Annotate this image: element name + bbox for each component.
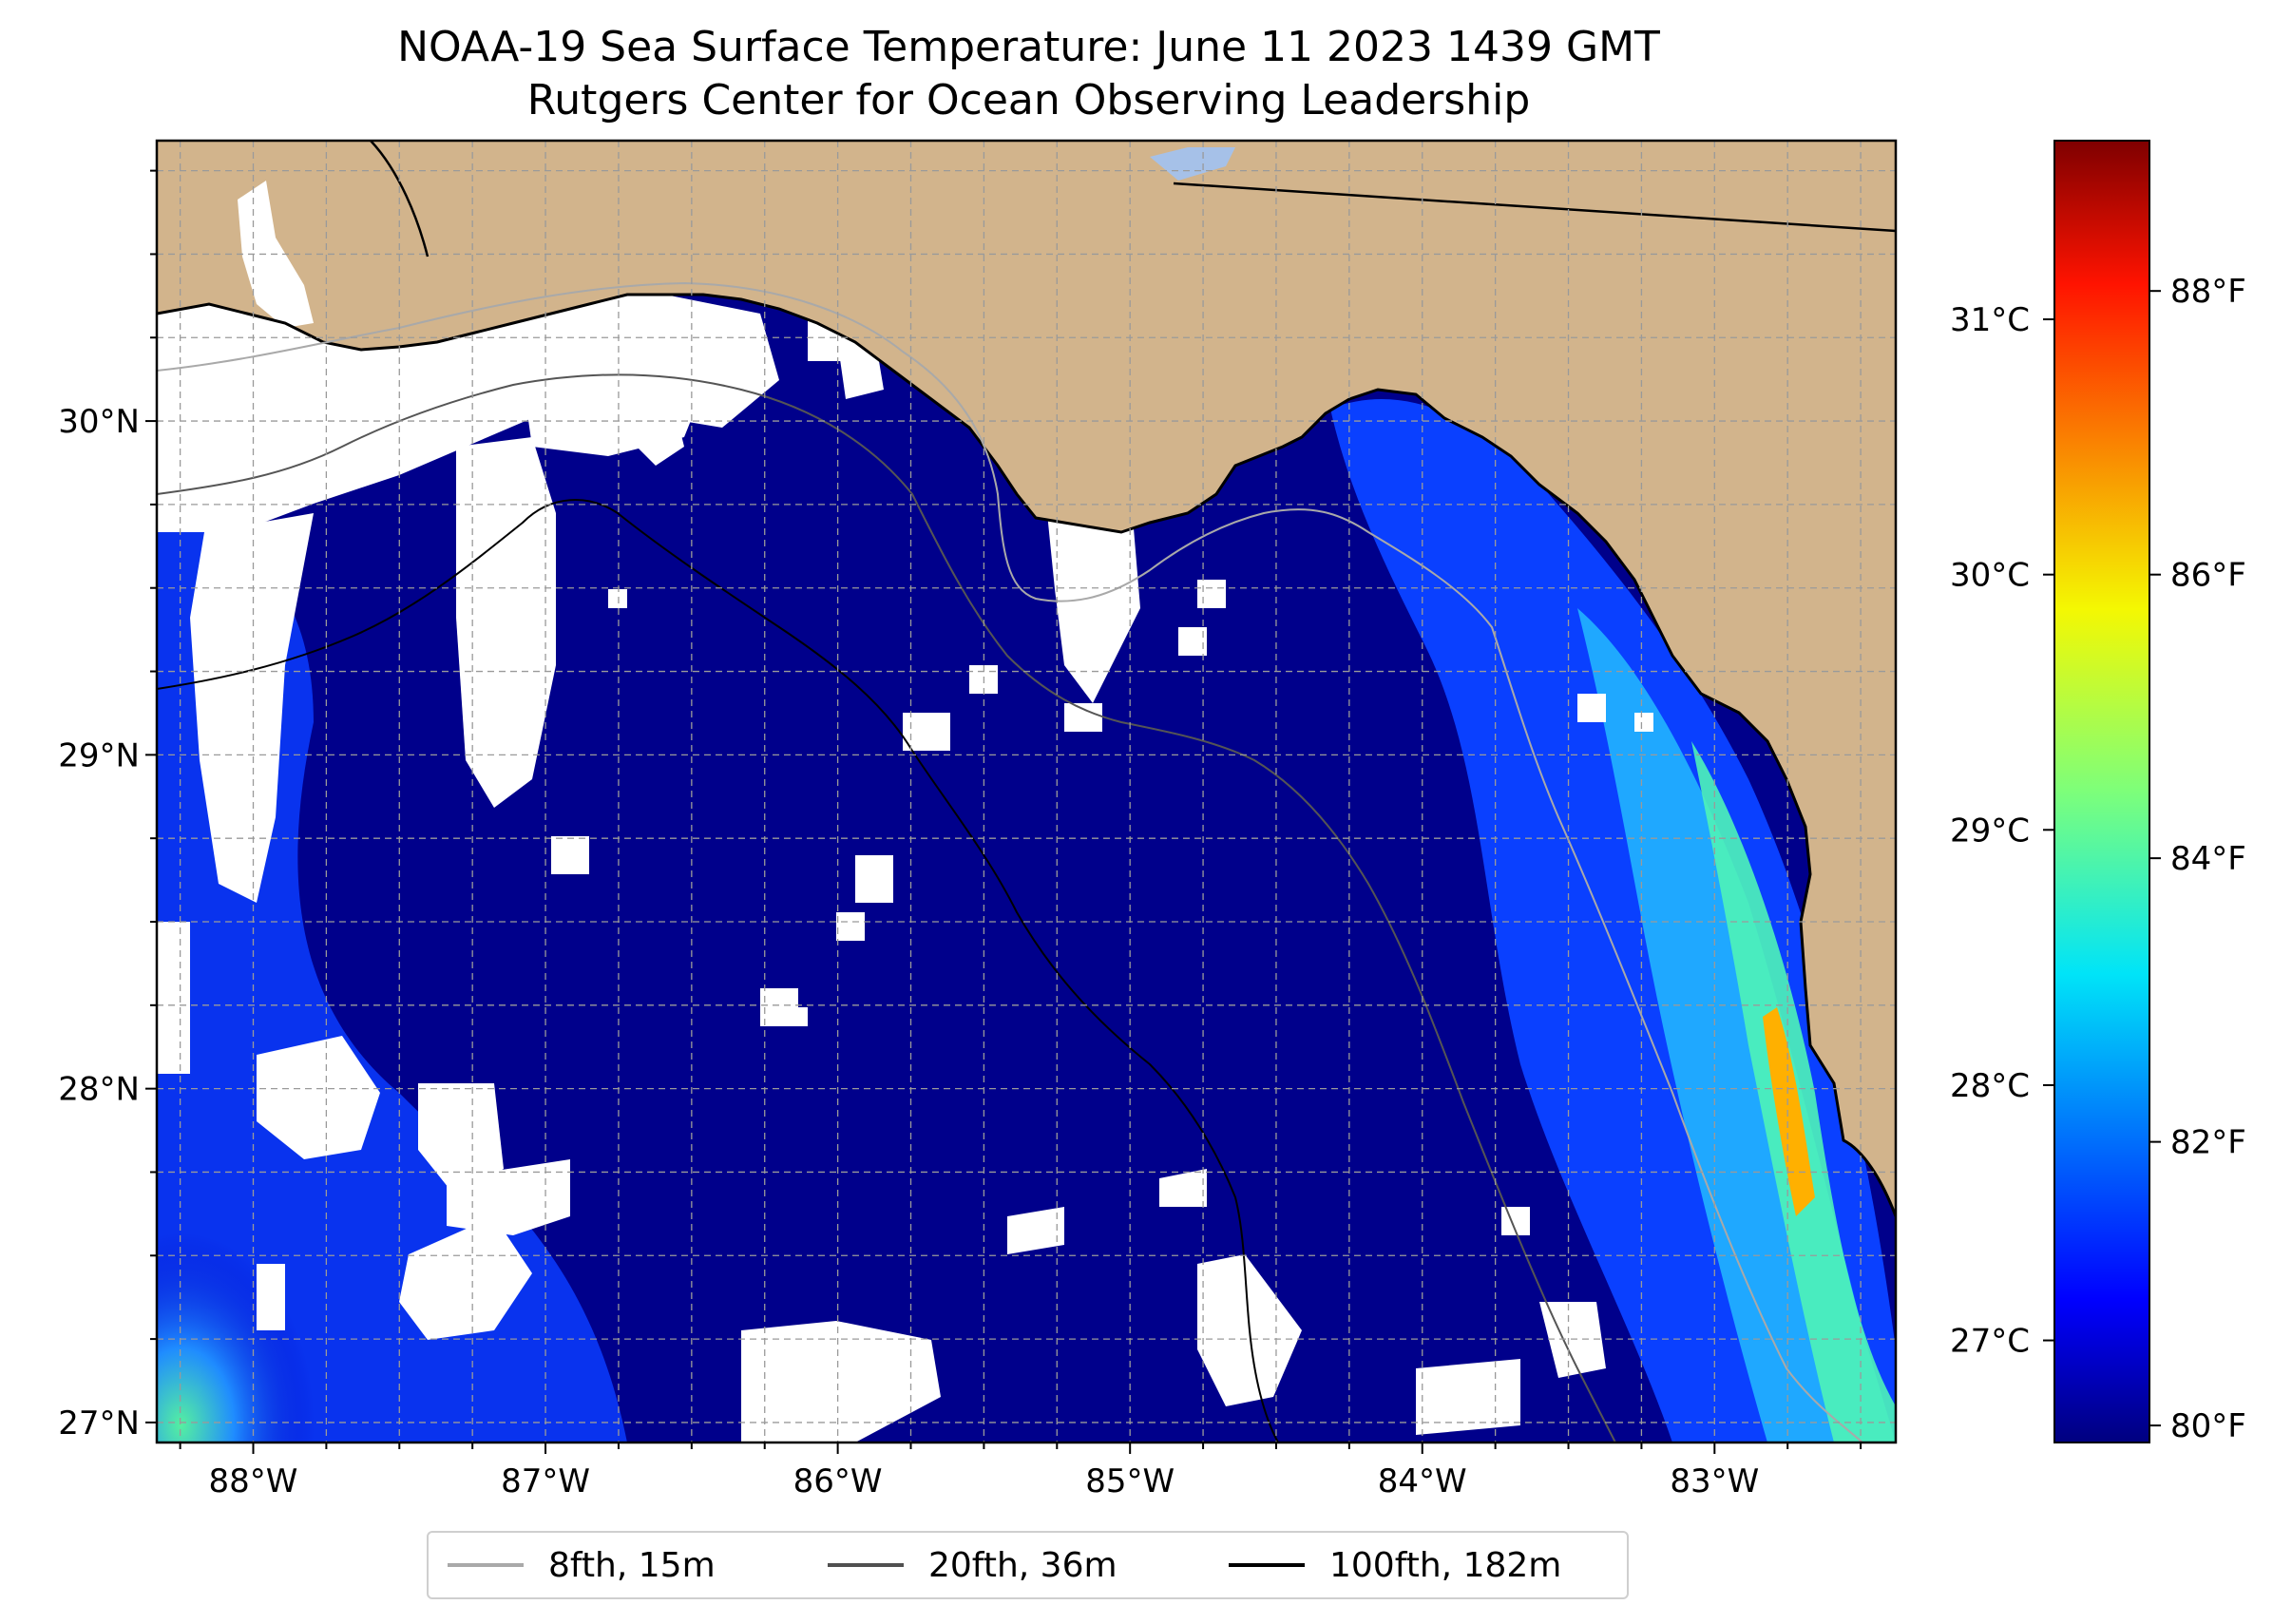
fahrenheit-tick-label: 86°F — [2170, 557, 2246, 595]
map-frame — [155, 139, 1898, 1444]
fahrenheit-tick-label: 88°F — [2170, 273, 2246, 311]
map-axis-ticks: 88°W 87°W 86°W 85°W 84°W 83°W 27°N 28°N 29°N 30°N — [58, 169, 1862, 1500]
lat-tick-label: 27°N — [58, 1404, 140, 1442]
lon-tick-label: 87°W — [501, 1462, 590, 1500]
legend-label: 8fth, 15m — [548, 1545, 716, 1585]
fahrenheit-tick-label: 84°F — [2170, 840, 2246, 878]
celsius-tick-label: 28°C — [1950, 1067, 2030, 1105]
colorbar-ticks: 27°C 28°C 29°C 30°C 31°C 80°F 82°F 84°F 86°F 88°F — [1950, 273, 2246, 1445]
celsius-tick-label: 29°C — [1950, 812, 2030, 850]
lon-tick-label: 84°W — [1378, 1462, 1467, 1500]
legend-swatch — [828, 1563, 904, 1567]
celsius-tick-label: 27°C — [1950, 1323, 2030, 1361]
fahrenheit-tick-label: 80°F — [2170, 1407, 2246, 1445]
lat-tick-label: 29°N — [58, 736, 140, 774]
cloud-masks — [157, 266, 1653, 1442]
isobath-100fth — [157, 499, 1279, 1442]
state-border — [1173, 182, 1896, 233]
legend-item-8fth: 8fth, 15m — [448, 1533, 716, 1597]
lon-tick-label: 86°W — [793, 1462, 883, 1500]
colorbar — [2053, 140, 2150, 1443]
legend-item-100fth: 100fth, 182m — [1229, 1533, 1561, 1597]
hot-coastal-strip — [1763, 1007, 1815, 1216]
lake — [1150, 147, 1235, 181]
gridlines — [157, 141, 1896, 1442]
lon-tick-label: 85°W — [1085, 1462, 1175, 1500]
title-line-2: Rutgers Center for Ocean Observing Leade… — [526, 76, 1531, 124]
lat-tick-label: 28°N — [58, 1071, 140, 1109]
legend-item-20fth: 20fth, 36m — [828, 1533, 1117, 1597]
legend-label: 20fth, 36m — [928, 1545, 1117, 1585]
map-area — [157, 141, 1896, 1442]
legend-label: 100fth, 182m — [1329, 1545, 1562, 1585]
legend-swatch — [1229, 1563, 1305, 1567]
fahrenheit-tick-label: 82°F — [2170, 1124, 2246, 1162]
isobath-legend: 8fth, 15m 20fth, 36m 100fth, 182m — [427, 1531, 1629, 1599]
celsius-tick-label: 30°C — [1950, 557, 2030, 595]
chart-title: NOAA-19 Sea Surface Temperature: June 11… — [157, 21, 1900, 127]
coastline — [157, 293, 1896, 1217]
state-border-west — [370, 141, 430, 258]
lat-tick-label: 30°N — [58, 403, 140, 441]
isobath-20fth — [157, 373, 1616, 1442]
lon-tick-label: 83°W — [1670, 1462, 1759, 1500]
legend-swatch — [448, 1563, 524, 1567]
isobath-8fth — [157, 281, 1863, 1442]
title-line-1: NOAA-19 Sea Surface Temperature: June 11… — [397, 23, 1660, 71]
lon-tick-label: 88°W — [209, 1462, 298, 1500]
celsius-tick-label: 31°C — [1950, 301, 2030, 339]
land-mass — [157, 141, 1896, 1216]
